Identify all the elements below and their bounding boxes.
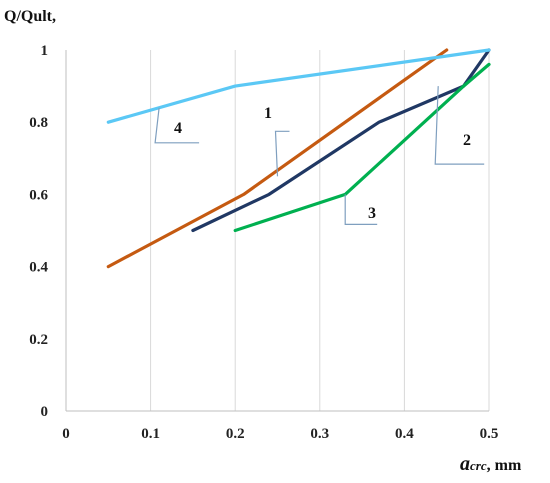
x-axis-subscript: crc bbox=[470, 458, 487, 473]
series-leader-3 bbox=[344, 194, 378, 225]
y-tick-label: 0.6 bbox=[29, 187, 48, 203]
x-axis-symbol: a bbox=[460, 453, 470, 475]
y-axis-title: Q/Qult, bbox=[4, 8, 56, 25]
grid-lines bbox=[150, 50, 490, 411]
x-tick-label: 0.5 bbox=[480, 426, 499, 442]
series-line-1 bbox=[106, 48, 449, 269]
series-label-4: 4 bbox=[174, 120, 182, 137]
series-label-2: 2 bbox=[463, 132, 471, 149]
series-leader-4 bbox=[154, 107, 200, 144]
y-tick-label: 0.2 bbox=[29, 332, 48, 348]
series-label-1: 1 bbox=[264, 105, 272, 122]
y-tick-label: 1 bbox=[41, 43, 49, 59]
x-tick-label: 0 bbox=[62, 426, 70, 442]
y-tick-label: 0.8 bbox=[29, 115, 48, 131]
series-label-3: 3 bbox=[368, 205, 376, 222]
y-tick-labels: 0 0.2 0.4 0.6 0.8 1 bbox=[29, 43, 48, 420]
series-line-3 bbox=[233, 62, 491, 233]
series-lines bbox=[106, 48, 491, 269]
x-axis-title: acrc, mm bbox=[460, 453, 522, 475]
series-line-4 bbox=[106, 48, 491, 124]
series-line-2 bbox=[191, 48, 491, 233]
x-tick-label: 0.3 bbox=[310, 426, 329, 442]
x-tick-label: 0.1 bbox=[141, 426, 160, 442]
series-callouts: 1 2 3 4 bbox=[154, 86, 485, 225]
series-leader-2 bbox=[434, 86, 485, 165]
y-tick-label: 0.4 bbox=[29, 260, 48, 276]
x-tick-labels: 0 0.1 0.2 0.3 0.4 0.5 bbox=[62, 426, 498, 442]
x-tick-label: 0.4 bbox=[395, 426, 414, 442]
x-tick-label: 0.2 bbox=[226, 426, 245, 442]
series-leader-1 bbox=[274, 130, 290, 177]
x-axis-unit: , mm bbox=[487, 457, 522, 474]
y-tick-label: 0 bbox=[41, 404, 49, 420]
